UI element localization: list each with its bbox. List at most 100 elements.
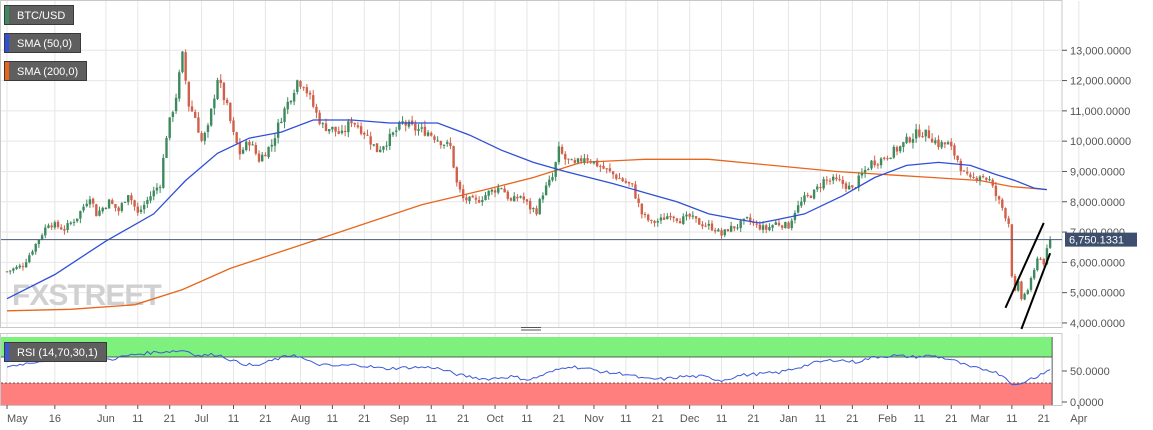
- candle-body: [557, 146, 561, 163]
- candle-body: [34, 243, 37, 252]
- candle-body: [31, 251, 34, 255]
- candle: [391, 131, 395, 137]
- candle-body: [777, 222, 781, 226]
- candle: [251, 141, 254, 146]
- candle: [104, 206, 108, 210]
- candle-body: [417, 129, 420, 131]
- candle-body: [595, 160, 599, 167]
- candle-body: [551, 176, 554, 181]
- candle: [611, 170, 615, 179]
- candle: [458, 180, 462, 193]
- time-tick-label: Oct: [487, 413, 504, 425]
- candle-body: [975, 178, 978, 181]
- candle: [666, 213, 669, 220]
- candle-body: [978, 176, 982, 181]
- candle-body: [394, 130, 398, 132]
- candle-body: [471, 195, 474, 198]
- candle: [576, 157, 580, 165]
- candle: [809, 194, 813, 199]
- candle-body: [879, 158, 883, 166]
- candle-body: [643, 213, 647, 215]
- candle-body: [892, 146, 896, 158]
- candle: [312, 89, 315, 109]
- candle: [599, 164, 602, 173]
- price-tick-label: 12,000.0000: [1070, 76, 1131, 88]
- candle: [343, 125, 347, 137]
- price-tick-label: 8,000.0000: [1070, 197, 1125, 209]
- candle: [206, 122, 210, 138]
- candle: [509, 197, 513, 202]
- candle-body: [286, 101, 289, 110]
- candle-body: [516, 196, 519, 199]
- candle: [91, 197, 95, 208]
- candle: [1023, 292, 1026, 301]
- candle: [264, 152, 267, 157]
- candle-body: [867, 169, 870, 171]
- candle: [621, 177, 624, 182]
- channel-line: [1004, 222, 1045, 309]
- candle: [656, 218, 659, 227]
- candle-body: [513, 196, 516, 202]
- candle-body: [149, 196, 152, 201]
- candle: [570, 158, 573, 161]
- candle-body: [573, 160, 577, 163]
- candle-body: [940, 142, 943, 148]
- candle: [366, 129, 369, 136]
- candle: [1026, 288, 1029, 295]
- time-tick-label: 21: [945, 413, 957, 425]
- candle: [914, 123, 918, 143]
- candle: [589, 158, 592, 165]
- candle-body: [535, 208, 538, 215]
- rsi-panel: 50.0000 0.0000: [1, 337, 1110, 409]
- candle: [567, 158, 570, 164]
- watermark: FXSTREET: [12, 279, 161, 312]
- candle: [455, 166, 458, 187]
- candle: [742, 218, 746, 225]
- candle: [308, 90, 312, 100]
- candle-body: [506, 191, 510, 199]
- candle-body: [270, 144, 273, 147]
- candle: [497, 183, 500, 195]
- candle-body: [85, 203, 88, 207]
- candle: [407, 119, 411, 129]
- candle: [152, 186, 155, 201]
- candle-body: [790, 220, 793, 229]
- candle: [535, 205, 538, 216]
- candle-body: [334, 126, 337, 132]
- candle-body: [465, 197, 468, 201]
- candle-body: [962, 170, 966, 172]
- rsi-oversold-zone: [1, 383, 1053, 405]
- candle-body: [276, 122, 280, 138]
- price-tick-label: 9,000.0000: [1070, 166, 1125, 178]
- candle: [969, 172, 972, 179]
- candle-body: [21, 266, 25, 268]
- candle-body: [1017, 281, 1020, 291]
- candle-body: [883, 157, 886, 159]
- candle-body: [44, 227, 47, 236]
- candle-body: [468, 196, 471, 202]
- candle-body: [420, 127, 423, 129]
- candle: [595, 158, 599, 168]
- candle-body: [698, 218, 701, 225]
- candle-body: [921, 136, 924, 138]
- candle-body: [994, 185, 998, 197]
- candle: [53, 220, 57, 230]
- candle: [790, 218, 793, 231]
- candle: [733, 226, 736, 232]
- candle-body: [439, 141, 443, 146]
- candle: [442, 144, 446, 149]
- candle: [82, 203, 85, 213]
- candle: [646, 213, 650, 223]
- panel-divider-handle[interactable]: [521, 327, 541, 331]
- candle-body: [391, 132, 395, 135]
- candle-body: [302, 87, 305, 89]
- legend-sma200: SMA (200,0): [4, 61, 88, 81]
- time-tick-label: 21: [652, 413, 664, 425]
- candle-body: [63, 229, 66, 231]
- candle: [174, 93, 178, 114]
- candle-body: [60, 227, 63, 230]
- candle: [682, 213, 685, 225]
- candle: [292, 89, 296, 106]
- candle-body: [91, 198, 95, 204]
- candle: [331, 126, 334, 133]
